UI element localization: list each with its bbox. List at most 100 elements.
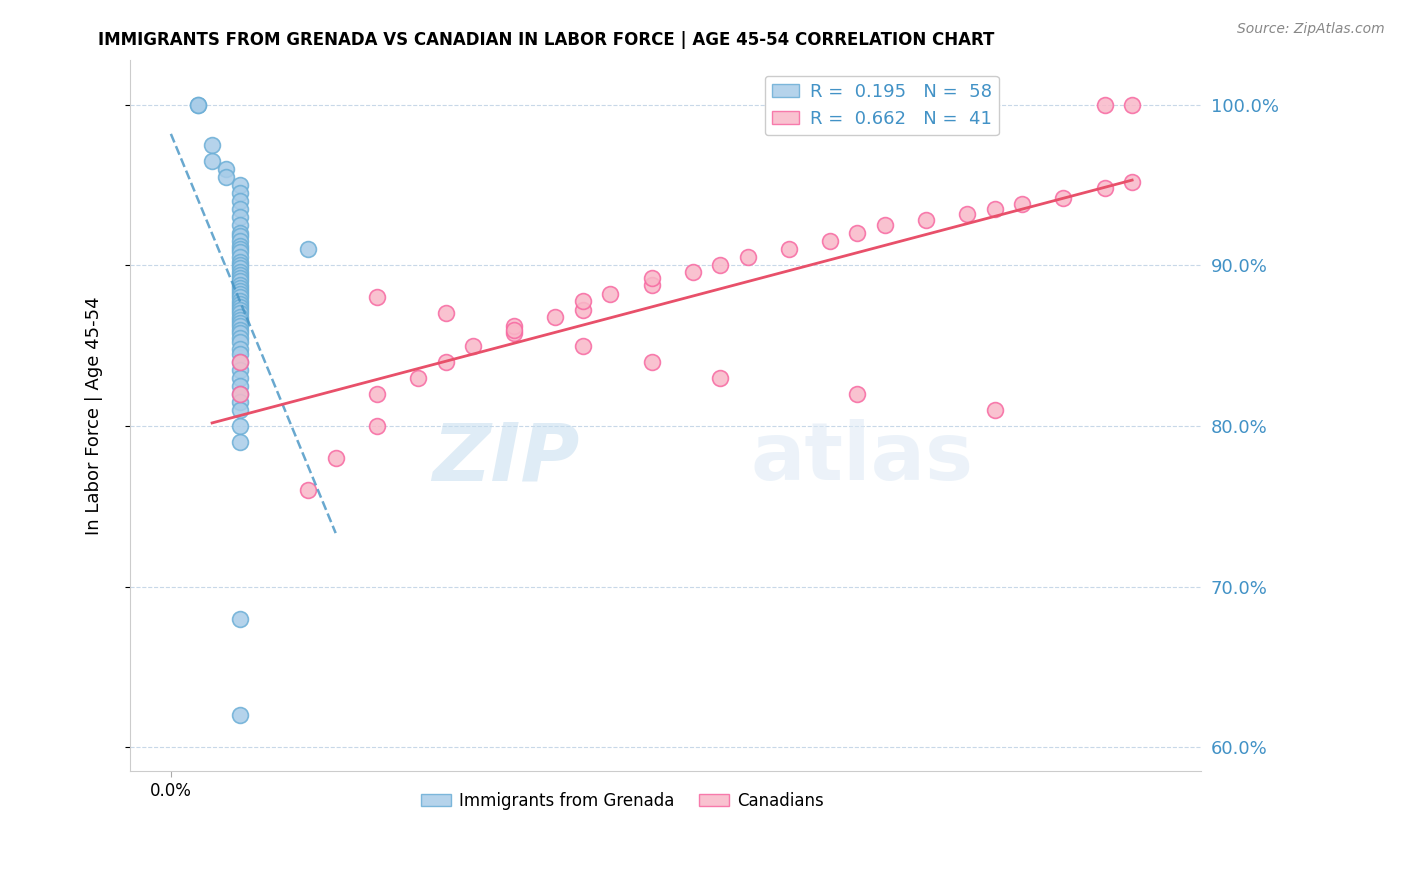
Point [228, 242, 250, 256]
Point [228, 310, 250, 324]
Point [228, 319, 250, 334]
Point [846, 386, 869, 401]
Point [228, 261, 250, 276]
Point [846, 226, 869, 240]
Point [682, 265, 704, 279]
Point [503, 322, 526, 336]
Point [215, 161, 238, 176]
Point [434, 306, 457, 320]
Point [873, 218, 896, 232]
Point [572, 293, 595, 308]
Point [228, 255, 250, 269]
Point [228, 210, 250, 224]
Point [1121, 97, 1143, 112]
Point [709, 370, 731, 384]
Point [984, 202, 1007, 216]
Point [228, 435, 250, 450]
Point [228, 218, 250, 232]
Point [228, 354, 250, 368]
Point [228, 202, 250, 216]
Point [956, 207, 979, 221]
Point [228, 386, 250, 401]
Point [599, 287, 621, 301]
Point [228, 226, 250, 240]
Point [503, 319, 526, 334]
Point [640, 271, 662, 285]
Point [297, 483, 319, 498]
Point [366, 386, 388, 401]
Point [228, 239, 250, 253]
Point [915, 213, 938, 227]
Point [1121, 175, 1143, 189]
Point [228, 394, 250, 409]
Point [1052, 191, 1074, 205]
Point [215, 169, 238, 184]
Point [228, 297, 250, 311]
Point [1011, 197, 1033, 211]
Point [228, 277, 250, 292]
Point [228, 419, 250, 434]
Point [228, 370, 250, 384]
Point [187, 97, 209, 112]
Point [228, 402, 250, 417]
Point [228, 284, 250, 298]
Legend: Immigrants from Grenada, Canadians: Immigrants from Grenada, Canadians [413, 785, 831, 816]
Point [201, 153, 224, 168]
Point [228, 287, 250, 301]
Point [228, 316, 250, 330]
Point [818, 234, 841, 248]
Point [228, 194, 250, 208]
Point [228, 346, 250, 360]
Point [572, 338, 595, 352]
Point [228, 290, 250, 304]
Point [228, 612, 250, 626]
Point [228, 229, 250, 244]
Point [228, 354, 250, 368]
Point [640, 277, 662, 292]
Point [228, 313, 250, 327]
Point [228, 234, 250, 248]
Point [228, 386, 250, 401]
Point [1094, 97, 1116, 112]
Point [228, 303, 250, 318]
Point [503, 326, 526, 340]
Point [461, 338, 484, 352]
Point [366, 290, 388, 304]
Point [572, 303, 595, 318]
Point [228, 274, 250, 288]
Point [325, 451, 347, 466]
Point [228, 322, 250, 336]
Text: atlas: atlas [751, 419, 974, 497]
Point [228, 178, 250, 192]
Point [737, 250, 759, 264]
Point [406, 370, 429, 384]
Point [640, 354, 662, 368]
Point [228, 330, 250, 344]
Point [228, 245, 250, 260]
Point [228, 326, 250, 340]
Point [228, 335, 250, 350]
Point [228, 378, 250, 392]
Text: Source: ZipAtlas.com: Source: ZipAtlas.com [1237, 22, 1385, 37]
Point [778, 242, 800, 256]
Point [228, 265, 250, 279]
Point [228, 281, 250, 295]
Point [228, 293, 250, 308]
Point [228, 268, 250, 282]
Point [297, 242, 319, 256]
Point [187, 97, 209, 112]
Point [228, 708, 250, 723]
Point [228, 362, 250, 376]
Point [228, 306, 250, 320]
Point [434, 354, 457, 368]
Point [228, 342, 250, 356]
Point [228, 300, 250, 314]
Point [228, 250, 250, 264]
Point [228, 258, 250, 272]
Text: IMMIGRANTS FROM GRENADA VS CANADIAN IN LABOR FORCE | AGE 45-54 CORRELATION CHART: IMMIGRANTS FROM GRENADA VS CANADIAN IN L… [98, 31, 995, 49]
Point [228, 271, 250, 285]
Point [709, 258, 731, 272]
Text: ZIP: ZIP [432, 419, 579, 497]
Point [228, 186, 250, 200]
Point [201, 137, 224, 152]
